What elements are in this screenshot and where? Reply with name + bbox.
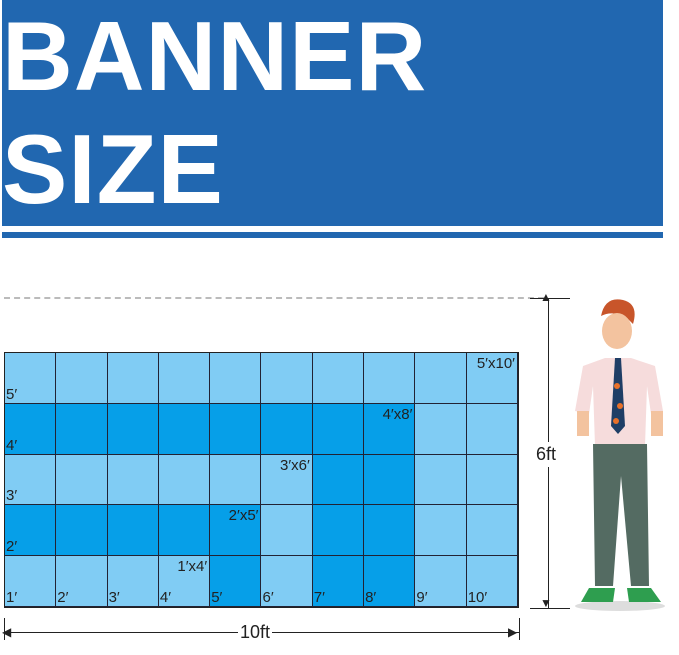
grid-cell: 2′ xyxy=(56,556,108,607)
grid-cell: 5′ xyxy=(210,556,262,607)
arrow-up-icon: ▲ xyxy=(540,290,552,304)
grid-cell: 6′ xyxy=(261,556,313,607)
grid-cell xyxy=(415,353,467,404)
grid-cell xyxy=(107,454,159,506)
grid-cell: 5′ xyxy=(5,353,57,404)
width-label: 10ft xyxy=(238,622,273,643)
grid-cell xyxy=(312,403,365,455)
column-label: 8′ xyxy=(365,588,377,606)
height-guide-line xyxy=(4,297,544,299)
grid-cell: 2′x5′ xyxy=(210,505,262,557)
grid-cell xyxy=(261,353,313,404)
grid-cell: 10′ xyxy=(466,556,518,607)
grid-cell xyxy=(56,353,108,404)
grid-cell xyxy=(210,454,262,506)
grid-cell xyxy=(364,353,416,404)
grid-cell xyxy=(158,353,211,404)
height-label: 6ft xyxy=(536,442,557,467)
column-label: 4′ xyxy=(159,588,172,606)
column-label: 9′ xyxy=(416,588,428,606)
row-label: 3′ xyxy=(6,487,18,505)
grid-cell xyxy=(107,403,159,455)
title-banner: BANNER SIZE xyxy=(2,0,663,226)
row-label: 2′ xyxy=(6,538,18,556)
grid-cell xyxy=(466,505,518,557)
grid-cell xyxy=(158,403,211,455)
title: BANNER SIZE xyxy=(2,1,428,224)
grid-cell xyxy=(415,454,467,506)
size-label: 1′x4′ xyxy=(177,558,208,576)
grid-cell: 8′ xyxy=(364,556,416,607)
grid-cell xyxy=(312,454,365,506)
grid-cell: 3′ xyxy=(107,556,159,607)
arrow-left-icon: ◀ xyxy=(2,625,12,639)
grid-cell: 4′ xyxy=(5,403,57,455)
size-label: 2′x5′ xyxy=(228,507,259,525)
arrow-right-icon: ▶ xyxy=(508,625,518,639)
grid-cell xyxy=(364,505,416,557)
grid-cell: 3′ xyxy=(5,454,57,506)
grid-cell xyxy=(107,505,159,557)
height-bottom-tick xyxy=(530,608,570,609)
grid-cell: 1′ xyxy=(5,556,57,607)
arrow-down-icon: ▼ xyxy=(540,596,552,610)
grid-cell xyxy=(364,454,416,506)
size-label: 4′x8′ xyxy=(382,405,413,423)
grid-cell xyxy=(107,353,159,404)
grid-cell xyxy=(466,454,518,506)
size-label: 5′x10′ xyxy=(476,355,515,372)
row-label: 5′ xyxy=(6,385,18,403)
column-label: 7′ xyxy=(313,588,325,606)
grid-cell xyxy=(158,454,211,506)
grid-cell xyxy=(158,505,211,557)
grid-cell xyxy=(312,505,365,557)
grid-cell xyxy=(56,505,108,557)
height-top-tick xyxy=(530,298,570,299)
person-illustration xyxy=(575,299,665,611)
grid-cell xyxy=(415,403,467,455)
banner-stripe xyxy=(2,232,663,238)
grid-cell: 3′x6′ xyxy=(261,454,313,506)
column-label: 2′ xyxy=(57,588,69,606)
width-right-tick xyxy=(519,618,520,640)
grid-cell: 4′ 1′x4′ xyxy=(158,556,211,607)
width-left-tick xyxy=(4,618,5,640)
grid-cell xyxy=(415,505,467,557)
grid-cell xyxy=(56,403,108,455)
row-label: 4′ xyxy=(6,436,18,454)
size-grid: 5′ 5′x10′ 4′ 4′x8′ 3′ 3′x6′ 2′ 2′x5′ 1′ 2′ 3′ 4′ 1′x… xyxy=(4,352,519,608)
grid-cell: 5′x10′ xyxy=(466,353,518,404)
grid-cell: 4′x8′ xyxy=(364,403,416,455)
grid-cell xyxy=(261,403,313,455)
grid-cell: 2′ xyxy=(5,505,57,557)
grid-cell xyxy=(466,403,518,455)
grid-cell: 9′ xyxy=(415,556,467,607)
grid-cell xyxy=(210,353,262,404)
grid-cell xyxy=(261,505,313,557)
column-label: 10′ xyxy=(467,588,488,606)
size-label: 3′x6′ xyxy=(279,456,310,474)
grid-cell: 7′ xyxy=(312,556,365,607)
grid-cell xyxy=(312,353,365,404)
grid-cell xyxy=(210,403,262,455)
grid-cell xyxy=(56,454,108,506)
column-label: 1′ xyxy=(6,588,18,606)
column-label: 3′ xyxy=(108,588,120,606)
column-label: 6′ xyxy=(262,588,274,606)
column-label: 5′ xyxy=(211,588,223,606)
